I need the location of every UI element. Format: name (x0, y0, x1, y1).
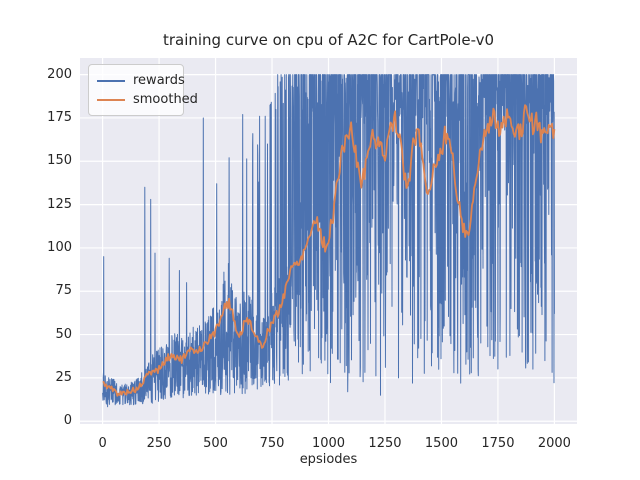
x-tick-label: 1000 (311, 436, 346, 451)
y-tick-label: 50 (55, 326, 72, 342)
x-tick-label: 1500 (424, 436, 458, 451)
smoothed-series-line (102, 104, 556, 397)
legend-item-rewards: rewards (97, 71, 185, 90)
chart-title: training curve on cpu of A2C for CartPol… (162, 31, 495, 49)
y-tick-label: 0 (63, 413, 72, 429)
y-tick-label: 175 (47, 109, 72, 125)
y-tick-label: 125 (47, 196, 72, 212)
legend-item-smoothed: smoothed (97, 90, 198, 109)
x-tick-label: 500 (203, 436, 228, 451)
y-tick-label: 150 (47, 153, 72, 169)
x-tick-label: 2000 (537, 436, 571, 451)
x-axis-label: epsiodes (299, 452, 358, 467)
x-tick-label: 1750 (481, 436, 515, 451)
legend-label-smoothed: smoothed (133, 92, 198, 107)
x-tick-label: 1250 (368, 436, 402, 451)
y-tick-label: 25 (55, 369, 72, 385)
smoothed-line-swatch (97, 98, 125, 101)
rewards-line-swatch (97, 79, 125, 82)
legend-label-rewards: rewards (133, 73, 185, 88)
y-tick-label: 200 (47, 66, 72, 82)
rewards-series-line (102, 74, 555, 408)
y-tick-label: 75 (55, 283, 72, 299)
legend-box: rewards smoothed (88, 64, 198, 116)
x-tick-label: 0 (98, 436, 107, 451)
x-tick-label: 750 (259, 436, 285, 451)
x-tick-label: 250 (146, 436, 172, 451)
y-tick-label: 100 (47, 239, 72, 255)
